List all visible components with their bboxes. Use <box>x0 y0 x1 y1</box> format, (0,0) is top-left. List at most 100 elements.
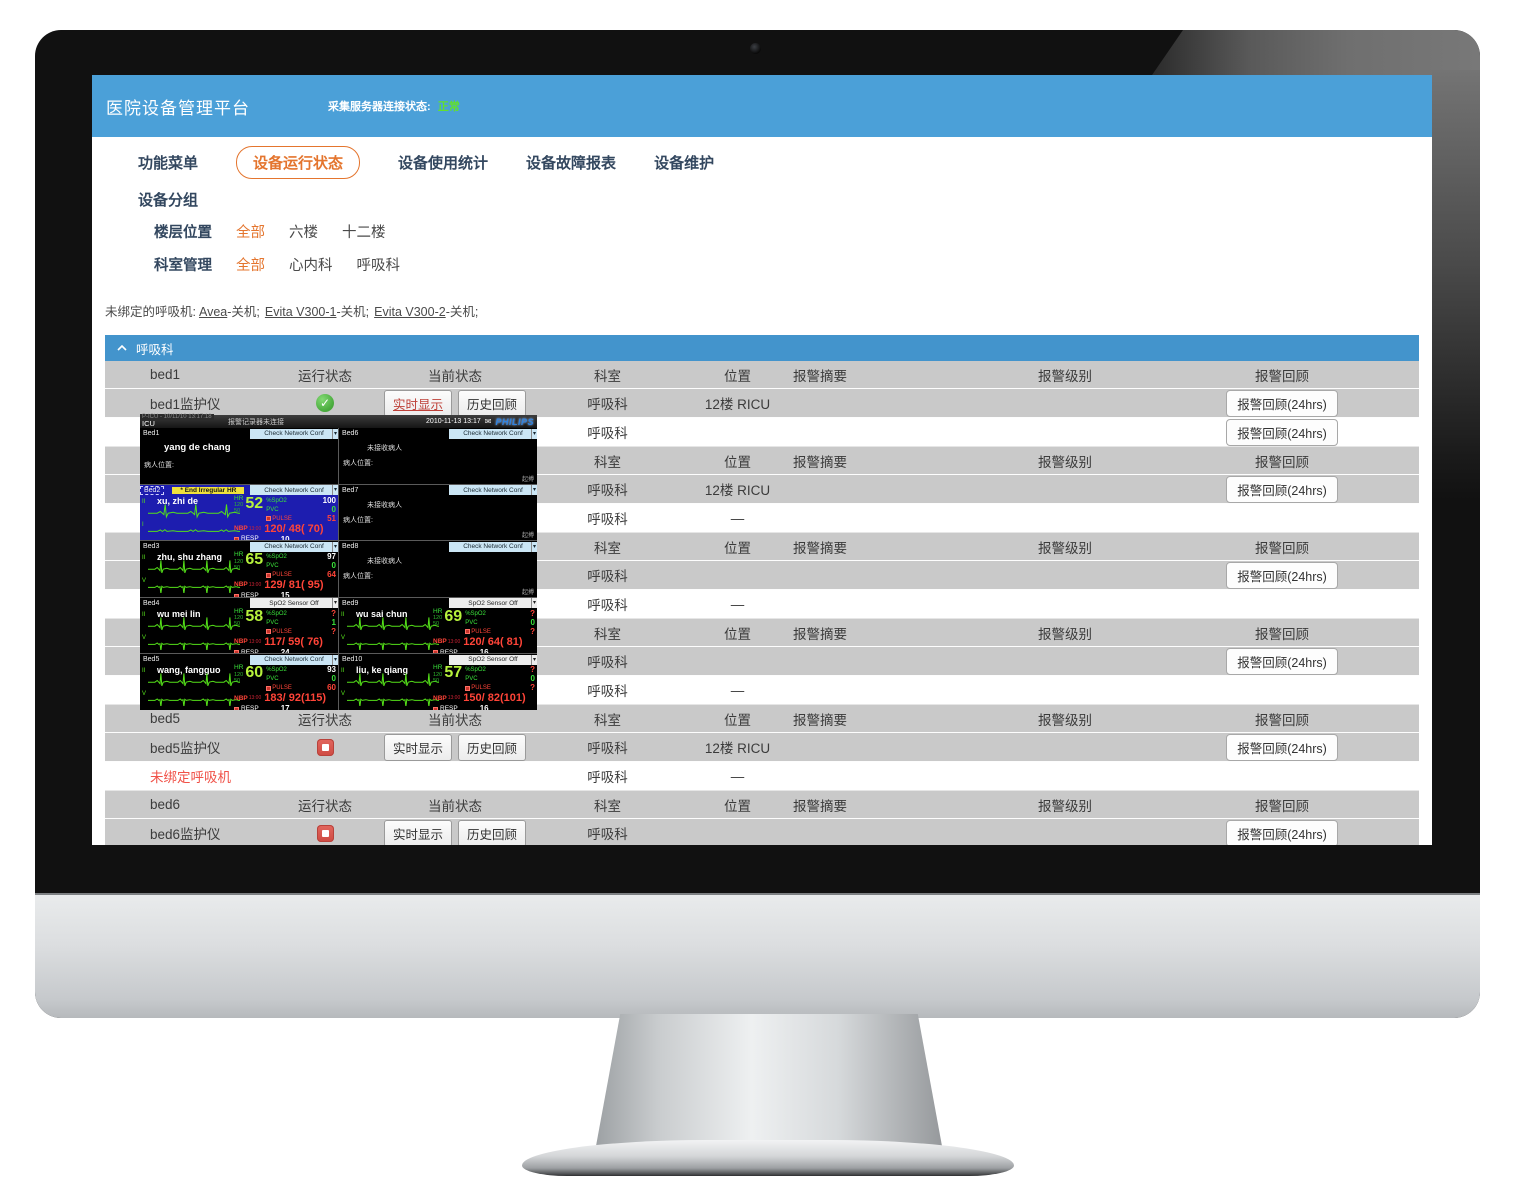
hr-limit-low: 50 <box>433 677 440 684</box>
live-view-button[interactable]: 实时显示 <box>383 389 452 417</box>
spo2-pvc-pulse-column: %SpO2? PVC 0 PULSE? <box>465 666 535 692</box>
hr-value: 60 <box>245 664 264 682</box>
spo2-label: %SpO2 <box>465 667 486 673</box>
live-view-button[interactable]: 实时显示 <box>383 819 452 845</box>
tile-config-dropdown[interactable]: SpO2 Sensor Off ▾ <box>449 654 537 665</box>
filter-option[interactable]: 呼吸科 <box>356 257 401 274</box>
col-alarm-review: 报警回顾 <box>1255 368 1309 384</box>
department-cell: 呼吸科 <box>587 827 628 842</box>
resp-value: 10 <box>280 534 290 541</box>
tile-header: Bed8 Check Network Conf ▾ <box>339 541 537 552</box>
tile-header: Bed3 Check Network Conf ▾ <box>140 541 338 552</box>
alarm-review-24h-button[interactable]: 报警回顾(24hrs) <box>1226 475 1338 503</box>
tile-config-dropdown[interactable]: Check Network Conf ▾ <box>449 485 537 496</box>
tile-config-dropdown[interactable]: Check Network Conf ▾ <box>250 485 338 496</box>
nav-tab-2[interactable]: 设备运行状态 <box>236 145 361 179</box>
hr-alarm-limits: 120 50 <box>433 672 442 684</box>
nav-tab-1[interactable]: 功能菜单 <box>138 154 199 172</box>
monitor-tile-bed8: Bed8 Check Network Conf ▾ 未接收病人 病人位置: 起搏 <box>339 541 537 597</box>
lead-label-1: II <box>142 555 146 562</box>
unbound-prefix: 未绑定的呼吸机: <box>105 305 196 319</box>
run-status-cell: ✓ <box>265 389 385 417</box>
alarm-review-24h-button[interactable]: 报警回顾(24hrs) <box>1226 647 1338 675</box>
col-alarm-summary: 报警摘要 <box>793 540 847 556</box>
ventilator-link[interactable]: Evita V300-1 <box>264 305 337 319</box>
tile-config-dropdown[interactable]: Check Network Conf ▾ <box>449 541 537 552</box>
col-bed-name: bed5 <box>150 711 181 726</box>
ventilator-link[interactable]: Evita V300-2 <box>374 305 446 319</box>
history-review-button[interactable]: 历史回顾 <box>458 819 527 845</box>
ecg-wave-bottom <box>347 692 439 710</box>
nav-tab-4[interactable]: 设备故障报表 <box>526 154 617 172</box>
filter-rows: 楼层位置 全部 六楼 十二楼 科室管理 全部 心内科 呼吸科 <box>92 219 1432 276</box>
history-review-button[interactable]: 历史回顾 <box>458 733 527 761</box>
alarm-review-24h-button[interactable]: 报警回顾(24hrs) <box>1226 819 1338 845</box>
alarm-box-icon <box>465 629 471 635</box>
tile-header: Bed9 SpO2 Sensor Off ▾ <box>339 598 537 609</box>
nav-tab-3[interactable]: 设备使用统计 <box>398 154 489 172</box>
tile-config-dropdown[interactable]: SpO2 Sensor Off ▾ <box>449 598 537 609</box>
spo2-row: %SpO2? <box>465 666 535 674</box>
filter-option[interactable]: 十二楼 <box>342 224 386 241</box>
live-view-button[interactable]: 实时显示 <box>383 733 452 761</box>
spo2-value: 97 <box>327 552 336 562</box>
vitals-panel: HR 120 50 57 %SpO2? PVC 0 PULSE? NBP 13:00 150/ 82… <box>433 665 535 710</box>
tile-config-dropdown[interactable]: Check Network Conf ▾ <box>250 428 338 439</box>
tile-config-label: SpO2 Sensor Off <box>468 656 518 664</box>
alarm-box-icon <box>234 537 239 541</box>
alarm-review-24h-button[interactable]: 报警回顾(24hrs) <box>1226 733 1338 761</box>
vitals-panel: HR 120 50 52 %SpO2 100 PVC 0 PULSE 51 NBP 13:00 120/… <box>234 495 336 541</box>
alarm-level-cell <box>985 504 1145 532</box>
current-status-cell: 实时显示 历史回顾 <box>383 819 527 845</box>
unit-label: ICU <box>142 419 155 428</box>
department-cell: 呼吸科 <box>587 741 628 756</box>
pvc-row: PVC 0 <box>465 618 535 627</box>
hr-label: HR 120 50 <box>234 551 243 571</box>
alarm-summary-cell <box>785 762 985 790</box>
current-status-cell <box>385 762 525 790</box>
location-cell: — <box>730 768 745 784</box>
tile-config-dropdown[interactable]: Check Network Conf ▾ <box>250 541 338 552</box>
col-location: 位置 <box>724 368 751 384</box>
status-stopped-icon <box>316 824 334 842</box>
nav-tab-5[interactable]: 设备维护 <box>654 154 715 172</box>
section-header-respiratory[interactable]: 呼吸科 <box>105 335 1419 361</box>
col-alarm-review: 报警回顾 <box>1255 540 1309 556</box>
page-title: 医院设备管理平台 <box>106 98 250 118</box>
alarm-level-cell <box>985 762 1145 790</box>
chevron-up-icon[interactable] <box>117 345 127 351</box>
vitals-top-row: HR 120 50 60 %SpO2 93 PVC 0 PULSE 60 <box>234 665 336 692</box>
department-cell: 呼吸科 <box>587 512 628 527</box>
device-row: bed6监护仪 实时显示 历史回顾 呼吸科 报警回顾(24hrs) <box>105 819 1419 845</box>
status-stopped-icon <box>316 738 334 756</box>
alarm-review-cell: 报警回顾(24hrs) <box>1145 819 1419 845</box>
tile-config-dropdown[interactable]: SpO2 Sensor Off ▾ <box>250 598 338 609</box>
no-patient-text: 未接收病人 <box>367 558 402 566</box>
col-run-status: 运行状态 <box>298 368 352 384</box>
tile-config-dropdown[interactable]: Check Network Conf ▾ <box>449 428 537 439</box>
tile-config-dropdown[interactable]: Check Network Conf ▾ <box>250 654 338 665</box>
history-review-button[interactable]: 历史回顾 <box>458 389 527 417</box>
spo2-label: %SpO2 <box>266 611 287 617</box>
ventilator-link[interactable]: Avea <box>198 305 228 319</box>
nbp-value: 183/ 92(115) <box>264 692 327 705</box>
filter-option[interactable]: 心内科 <box>289 257 333 274</box>
filter-option[interactable]: 六楼 <box>289 224 318 241</box>
col-department: 科室 <box>594 540 621 556</box>
nbp-value: 129/ 81( 95) <box>264 579 324 592</box>
alarm-review-24h-button[interactable]: 报警回顾(24hrs) <box>1226 418 1338 446</box>
filter-option[interactable]: 全部 <box>236 257 265 274</box>
alarm-review-24h-button[interactable]: 报警回顾(24hrs) <box>1226 389 1338 417</box>
location-cell: — <box>730 682 745 698</box>
alarm-review-24h-button[interactable]: 报警回顾(24hrs) <box>1226 561 1338 589</box>
device-table: bed1 运行状态 当前状态 科室 位置 报警摘要 报警级别 报警回顾 bed1监护仪 ✓ 实时显示… <box>105 361 1419 845</box>
alarm-review-cell: 报警回顾(24hrs) <box>1145 475 1419 503</box>
col-alarm-level: 报警级别 <box>1038 798 1092 814</box>
ecg-waveform <box>148 698 240 708</box>
tile-header: Bed5 Check Network Conf ▾ <box>140 654 338 665</box>
filter-option[interactable]: 全部 <box>236 224 265 241</box>
spo2-label-text: %SpO2 <box>266 497 287 504</box>
lead-label-1: II <box>142 668 146 675</box>
spo2-value: 93 <box>327 665 336 675</box>
ecg-waveform <box>347 617 439 630</box>
